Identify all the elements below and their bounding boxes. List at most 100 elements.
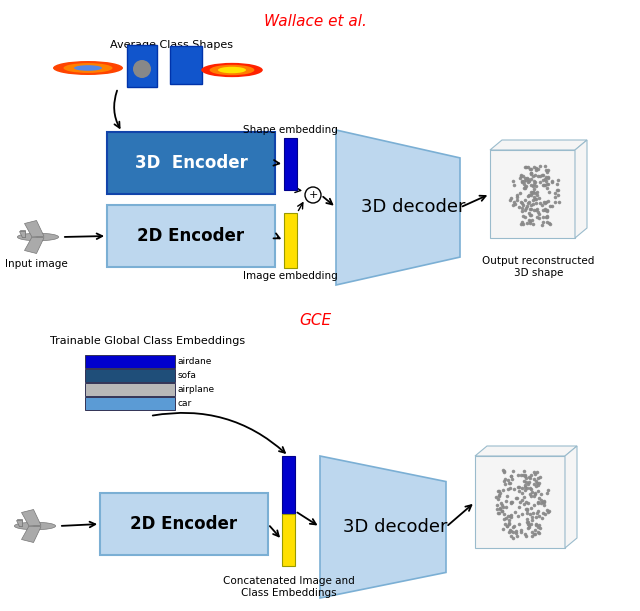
Point — [521, 203, 531, 213]
Bar — [282, 456, 295, 514]
Point — [539, 500, 549, 510]
Point — [529, 474, 539, 483]
Point — [506, 532, 516, 541]
Point — [529, 176, 539, 186]
Point — [529, 192, 539, 202]
Point — [512, 531, 522, 541]
Bar — [282, 514, 295, 566]
Point — [525, 489, 536, 499]
Point — [508, 200, 518, 210]
Point — [519, 466, 529, 476]
Point — [493, 508, 503, 518]
Bar — [170, 46, 202, 84]
Point — [504, 525, 515, 535]
Point — [534, 213, 545, 223]
Point — [524, 216, 534, 225]
Point — [515, 497, 525, 507]
Point — [543, 172, 553, 181]
Point — [534, 478, 544, 488]
Point — [526, 470, 536, 480]
Point — [550, 197, 561, 207]
Point — [505, 196, 515, 205]
Point — [522, 174, 532, 183]
Point — [511, 492, 522, 502]
Point — [538, 497, 548, 507]
Point — [547, 176, 557, 186]
Point — [526, 519, 536, 529]
Point — [506, 194, 516, 203]
Point — [547, 177, 557, 187]
Point — [536, 489, 546, 499]
Point — [528, 199, 538, 209]
Point — [523, 177, 533, 186]
Point — [534, 520, 544, 530]
Polygon shape — [320, 456, 446, 598]
Point — [521, 497, 531, 507]
Point — [530, 469, 540, 479]
Point — [534, 529, 544, 538]
Point — [502, 521, 512, 531]
Point — [541, 212, 552, 222]
Bar — [85, 397, 175, 410]
Text: Output reconstructed
3D shape: Output reconstructed 3D shape — [483, 256, 595, 277]
Point — [553, 175, 563, 185]
Point — [518, 219, 528, 229]
Point — [528, 187, 538, 197]
Point — [525, 218, 535, 228]
Point — [534, 511, 544, 521]
Point — [496, 498, 506, 508]
Point — [529, 480, 540, 489]
Point — [523, 163, 533, 172]
Point — [520, 480, 530, 489]
Point — [506, 471, 516, 481]
Point — [543, 507, 553, 517]
Polygon shape — [24, 221, 44, 237]
Point — [542, 167, 552, 177]
Point — [539, 180, 549, 189]
Point — [526, 503, 536, 513]
Ellipse shape — [74, 65, 102, 71]
Point — [508, 466, 518, 475]
Point — [547, 202, 557, 211]
Point — [541, 172, 551, 182]
Point — [514, 519, 524, 529]
Point — [526, 164, 536, 174]
Point — [533, 522, 543, 532]
Point — [498, 524, 508, 534]
Point — [511, 526, 522, 536]
Point — [541, 165, 551, 175]
Point — [520, 211, 530, 221]
Point — [516, 496, 527, 505]
Point — [493, 494, 504, 504]
Point — [533, 497, 543, 507]
Point — [534, 194, 544, 203]
Text: Image embedding: Image embedding — [243, 271, 338, 281]
Point — [513, 481, 523, 491]
Point — [505, 511, 515, 521]
Point — [531, 166, 541, 175]
Point — [520, 182, 530, 192]
Polygon shape — [15, 520, 22, 526]
Polygon shape — [24, 237, 44, 254]
Point — [526, 169, 536, 178]
Point — [513, 470, 524, 480]
Point — [511, 529, 522, 538]
Ellipse shape — [218, 67, 246, 73]
Point — [497, 500, 508, 510]
Point — [532, 478, 542, 488]
Point — [534, 472, 545, 481]
Point — [521, 504, 531, 514]
Point — [524, 176, 534, 186]
Point — [511, 190, 522, 200]
Bar — [284, 138, 297, 190]
Point — [527, 195, 538, 205]
Point — [505, 478, 515, 488]
Point — [519, 499, 529, 509]
Point — [532, 212, 542, 222]
Point — [529, 500, 540, 510]
Point — [504, 515, 514, 525]
Point — [518, 177, 529, 186]
Point — [530, 170, 540, 180]
Point — [525, 188, 536, 197]
Point — [529, 185, 540, 194]
